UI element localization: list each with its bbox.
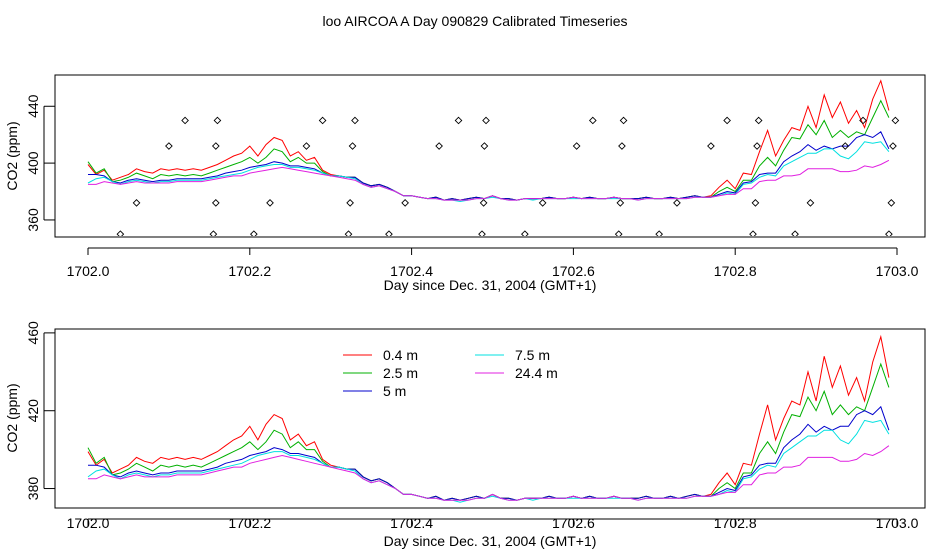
flag-point (181, 116, 189, 125)
flag-point (673, 199, 681, 207)
flag-point (479, 199, 488, 207)
series-line (87, 141, 890, 203)
x-tick-label: 1702.0 (67, 263, 110, 279)
flag-point (401, 199, 409, 207)
top-axes: 1702.0 1702.2 1702.4 1702.6 1702.8 1703.0 360 4… (25, 94, 919, 279)
top-panel: 1702.0 1702.2 1702.4 1702.6 1702.8 1703.0 360 4… (4, 74, 926, 293)
flag-point (885, 230, 893, 236)
x-tick-label: 1703.0 (876, 515, 919, 531)
flag-point (707, 142, 715, 150)
flag-point (889, 142, 897, 150)
flag-point (482, 116, 490, 125)
series-line (88, 405, 890, 501)
flag-point (891, 116, 900, 125)
flag-point (572, 142, 581, 150)
flag-point (588, 116, 597, 125)
y-tick-label: 440 (25, 94, 41, 118)
top-plot-area (87, 79, 900, 236)
flag-point (435, 142, 443, 150)
flag-point (385, 230, 393, 236)
y-tick-label: 360 (25, 208, 41, 232)
flag-point (655, 230, 663, 236)
flag-point (209, 230, 218, 236)
legend-label: 24.4 m (515, 365, 558, 381)
legend-label: 5 m (383, 383, 406, 399)
flag-point (116, 230, 125, 236)
series-line (88, 159, 890, 201)
flag-point (478, 230, 486, 236)
x-tick-label: 1702.6 (552, 515, 595, 531)
legend-label: 2.5 m (383, 365, 418, 381)
bottom-x-axis-label: Day since Dec. 31, 2004 (GMT+1) (384, 533, 597, 549)
series-line (87, 99, 890, 201)
flag-point (266, 199, 274, 207)
flag-point (132, 199, 141, 207)
flag-point (753, 142, 761, 150)
top-x-axis-label: Day since Dec. 31, 2004 (GMT+1) (384, 277, 597, 293)
x-tick-label: 1702.6 (552, 263, 595, 279)
flag-point (806, 199, 815, 207)
flag-point (887, 199, 896, 207)
flag-point (344, 230, 353, 236)
flag-point (616, 199, 625, 207)
series-line (87, 419, 890, 503)
bottom-plot-frame (54, 328, 926, 509)
chart-title: loo AIRCOA A Day 090829 Calibrated Times… (322, 13, 627, 29)
flag-point (749, 230, 757, 236)
y-tick-label: 380 (25, 477, 41, 501)
bottom-y-axis-label: CO2 (ppm) (4, 383, 20, 452)
top-plot-frame (54, 74, 926, 238)
flag-point (859, 116, 867, 125)
flag-point (614, 230, 623, 236)
x-tick-label: 1703.0 (876, 263, 919, 279)
flag-point (165, 142, 173, 150)
flag-point (754, 116, 763, 125)
flag-point (521, 230, 529, 236)
flag-point (348, 142, 357, 150)
x-tick-label: 1702.8 (714, 263, 757, 279)
flag-point (751, 199, 760, 207)
y-tick-label: 460 (25, 321, 41, 345)
y-tick-label: 400 (25, 151, 41, 175)
legend-label: 0.4 m (383, 347, 418, 363)
flag-point (538, 199, 547, 207)
x-tick-label: 1702.4 (390, 263, 433, 279)
series-line (87, 79, 890, 201)
flag-point (351, 116, 359, 125)
series-line (88, 445, 890, 501)
flag-point (619, 116, 628, 125)
flag-point (480, 142, 489, 150)
flag-point (454, 116, 463, 125)
flag-point (791, 230, 799, 236)
flag-point (213, 116, 222, 125)
legend-label: 7.5 m (515, 347, 550, 363)
x-tick-label: 1702.8 (714, 515, 757, 531)
legend: 0.4 m 2.5 m 5 m 7.5 m 24.4 m (343, 347, 558, 399)
x-tick-label: 1702.4 (390, 515, 433, 531)
flag-point (841, 142, 850, 150)
bottom-axes: 1702.0 1702.2 1702.4 1702.6 1702.8 1703.0 380 4… (25, 321, 919, 531)
flag-point (302, 142, 311, 150)
series-line (87, 334, 890, 501)
flag-point (250, 230, 258, 236)
flag-point (318, 116, 327, 125)
x-tick-label: 1702.2 (228, 515, 271, 531)
series-line (88, 131, 890, 201)
flag-point (211, 199, 220, 207)
bottom-plot-area (87, 334, 890, 503)
series-line (87, 362, 890, 501)
flag-point (723, 116, 731, 125)
flag-point (618, 142, 626, 150)
y-tick-label: 420 (25, 399, 41, 423)
top-y-axis-label: CO2 (ppm) (4, 121, 20, 190)
x-tick-label: 1702.0 (67, 515, 110, 531)
x-tick-label: 1702.2 (228, 263, 271, 279)
bottom-panel: 1702.0 1702.2 1702.4 1702.6 1702.8 1703.0 380 4… (4, 321, 926, 549)
flag-point (211, 142, 220, 150)
flag-point (346, 199, 354, 207)
